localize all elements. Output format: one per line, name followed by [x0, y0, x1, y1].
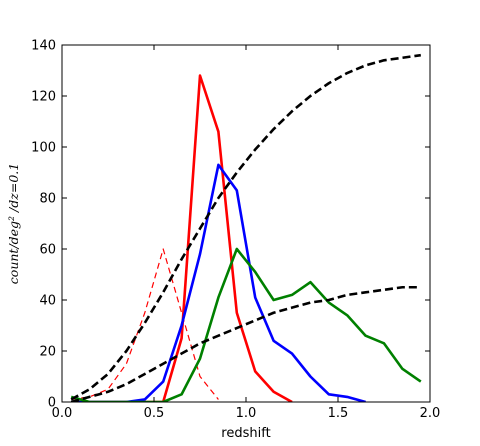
x-tick-label: 2.0 — [420, 406, 441, 421]
series-layer — [70, 53, 422, 402]
x-axis-label: redshift — [221, 426, 270, 441]
y-tick-label: 120 — [31, 90, 56, 105]
x-tick-label: 0.5 — [144, 406, 165, 421]
y-tick-label: 20 — [39, 345, 56, 360]
plot-frame — [61, 44, 431, 403]
series-line-4 — [70, 53, 421, 401]
x-tick-label: 1.5 — [328, 406, 349, 421]
series-line-3 — [70, 247, 422, 402]
y-axis-label: count/deg² /dz=0.1 — [6, 163, 21, 284]
ticks-layer: 0.0 0.5 1.0 1.5 2.0 0 20 40 60 80 100 120 140 — [31, 39, 440, 422]
x-tick-label: 0.0 — [52, 406, 73, 421]
series-line-1 — [71, 74, 293, 402]
series-line-2 — [71, 163, 366, 402]
y-tick-label: 140 — [31, 39, 56, 54]
y-tick-label: 0 — [48, 396, 56, 411]
y-tick-label: 80 — [39, 192, 56, 207]
y-tick-label: 60 — [39, 243, 56, 258]
y-tick-label: 40 — [39, 294, 56, 309]
y-tick-label: 100 — [31, 141, 56, 156]
x-tick-label: 1.0 — [236, 406, 257, 421]
series-line-5 — [70, 285, 421, 402]
